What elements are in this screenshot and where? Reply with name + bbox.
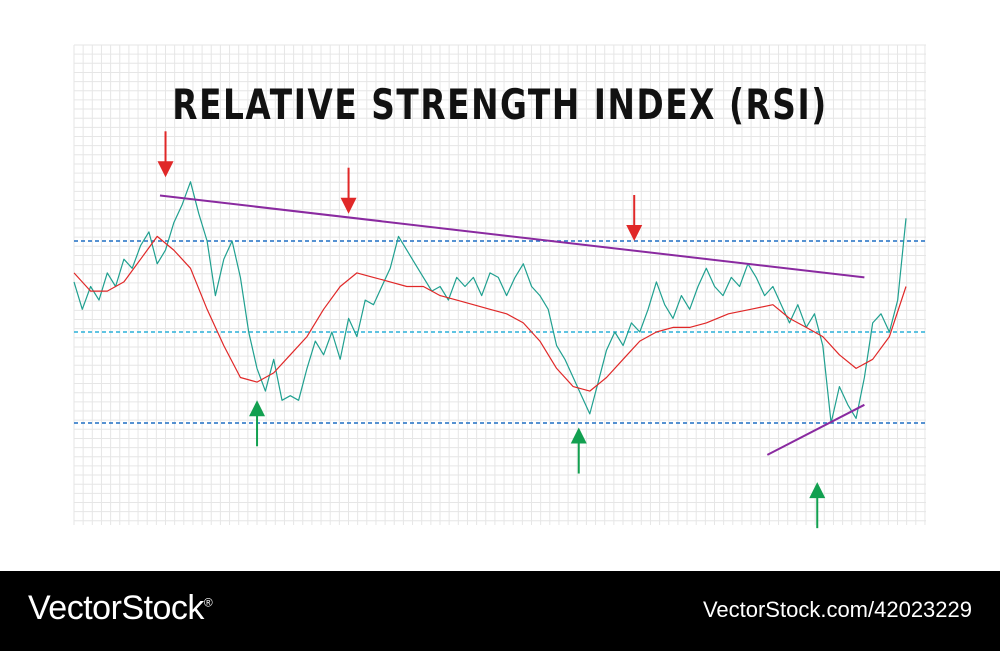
- support-trend-line: [766, 403, 865, 456]
- arrow-head: [570, 427, 587, 444]
- buy-signal-arrow-icon: [809, 482, 826, 529]
- rsi-series-line: [73, 181, 907, 424]
- arrow-head: [626, 225, 643, 241]
- series-lines: [73, 181, 907, 424]
- buy-signal-arrow-icon: [570, 427, 587, 474]
- sell-signal-arrow-icon: [626, 195, 643, 241]
- level-lines: [74, 240, 926, 424]
- moving-average-series-line: [73, 235, 907, 392]
- brand-mark: ®: [203, 595, 213, 610]
- arrow-head: [249, 400, 266, 417]
- signal-arrows: [157, 131, 826, 529]
- watermark-footer: VectorStock® VectorStock.com/42023229: [0, 571, 1000, 651]
- arrow-head: [340, 197, 357, 214]
- sell-signal-arrow-icon: [157, 131, 174, 178]
- arrow-head: [157, 161, 174, 178]
- chart-title: RELATIVE STRENGTH INDEX (RSI): [172, 80, 828, 129]
- brand-name: VectorStock: [28, 589, 204, 627]
- arrow-head: [809, 482, 826, 499]
- resistance-trend-line: [159, 194, 865, 279]
- sell-signal-arrow-icon: [340, 167, 357, 214]
- image-reference: VectorStock.com/42023229: [702, 597, 972, 622]
- trend-lines: [159, 194, 865, 456]
- chart-grid: [73, 44, 926, 525]
- brand-logo: VectorStock®: [28, 589, 213, 628]
- buy-signal-arrow-icon: [249, 400, 266, 447]
- rsi-chart: [73, 44, 926, 529]
